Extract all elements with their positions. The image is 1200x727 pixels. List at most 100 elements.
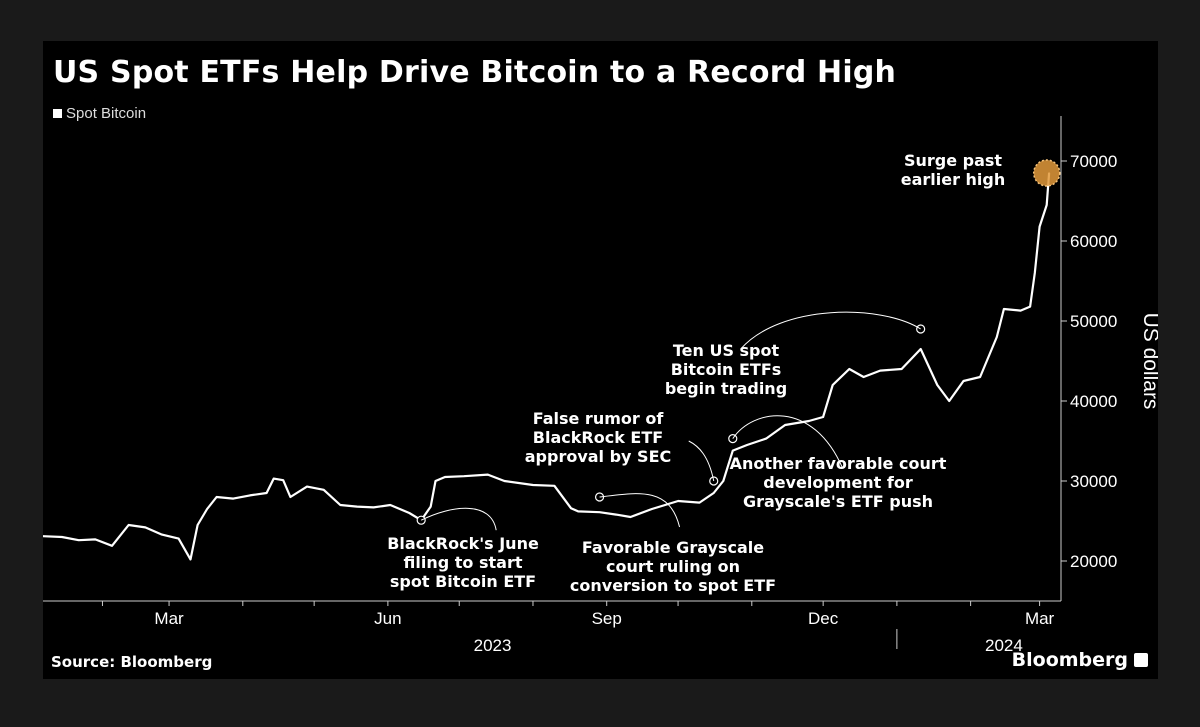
data-point — [144, 526, 147, 529]
annotation-label: False rumor of BlackRock ETF approval by S… — [525, 409, 672, 466]
data-point — [196, 524, 199, 526]
data-point — [339, 504, 342, 506]
annotation-line: filing to start — [404, 553, 523, 572]
data-point — [408, 512, 411, 514]
data-point — [215, 496, 218, 498]
annotation-line: Grayscale's ETF push — [743, 492, 933, 511]
data-point — [577, 510, 579, 513]
source-label: Source: Bloomberg — [51, 653, 213, 671]
highlight-marker — [1032, 159, 1061, 187]
data-point — [177, 537, 180, 540]
annotation-line: Favorable Grayscale — [582, 538, 764, 557]
annotation-line: False rumor of — [533, 409, 665, 428]
y-axis-title: US dollars — [1139, 313, 1158, 410]
annotation-line: spot Bitcoin ETF — [390, 572, 536, 591]
data-point — [189, 558, 192, 561]
annotation-line: court ruling on — [606, 557, 740, 576]
data-point — [629, 516, 632, 518]
legend-label: Spot Bitcoin — [66, 105, 147, 122]
y-tick-label: 70000 — [1070, 152, 1117, 171]
x-tick-label: Dec — [808, 609, 839, 628]
annotation-line: earlier high — [901, 170, 1006, 189]
data-point — [232, 497, 235, 500]
brand-logo: Bloomberg — [1012, 649, 1148, 671]
y-tick-label: 40000 — [1070, 392, 1117, 411]
x-tick-label: Jun — [374, 609, 401, 628]
data-point — [272, 477, 275, 480]
annotation-line: begin trading — [665, 379, 787, 398]
annotation-line: development for — [763, 473, 913, 492]
annotation-line: BlackRock ETF — [533, 428, 663, 447]
annotation-connector — [688, 440, 715, 482]
annotation-line: BlackRock's June — [387, 534, 539, 553]
axes: 20000 30000 40000 50000 60000 70000 US dollars… — [43, 116, 1158, 655]
brand-wordmark: Bloomberg — [1011, 649, 1128, 671]
y-tick-label: 50000 — [1070, 312, 1117, 331]
legend-swatch — [53, 109, 62, 118]
data-point — [765, 437, 767, 440]
data-point — [712, 492, 715, 494]
annotation-label: Another favorable court development for Gr… — [730, 454, 947, 511]
price-chart: 20000 30000 40000 50000 60000 70000 US dollars… — [43, 116, 1158, 655]
data-point — [1003, 308, 1005, 310]
data-point — [322, 489, 325, 491]
data-point — [249, 494, 251, 497]
annotation-connector — [420, 507, 497, 531]
year-label: 2023 — [474, 636, 512, 655]
annotations-layer: BlackRock's June filing to start spot Bitc… — [387, 151, 1061, 595]
data-point — [389, 504, 392, 506]
data-point — [831, 384, 834, 386]
data-point — [444, 476, 446, 478]
data-point — [77, 539, 80, 541]
data-point — [919, 348, 922, 350]
data-point — [503, 480, 506, 482]
data-point — [900, 368, 903, 370]
data-point — [698, 501, 701, 504]
legend: Spot Bitcoin — [53, 105, 146, 122]
data-point — [808, 420, 810, 422]
data-point — [161, 533, 163, 536]
data-point — [936, 384, 939, 386]
year-label: 2024 — [985, 636, 1023, 655]
annotation-label: Favorable Grayscale court ruling on conver… — [570, 538, 776, 595]
data-point — [282, 479, 285, 482]
data-point — [127, 524, 130, 526]
data-point — [434, 480, 437, 482]
annotation-line: Surge past — [904, 151, 1002, 170]
chart-title: US Spot ETFs Help Drive Bitcoin to a Rec… — [53, 55, 897, 90]
data-point — [1019, 309, 1022, 312]
data-point — [862, 376, 865, 378]
annotation-label: Ten US spot Bitcoin ETFs begin trading — [665, 341, 787, 398]
data-point — [532, 484, 534, 486]
data-point — [879, 369, 882, 372]
data-point — [722, 480, 725, 482]
data-point — [1038, 225, 1041, 228]
y-tick-label: 30000 — [1070, 472, 1117, 491]
data-point — [1034, 272, 1036, 274]
data-point — [94, 538, 97, 541]
data-point — [651, 508, 653, 510]
data-point — [677, 500, 679, 502]
data-point — [995, 336, 998, 338]
data-point — [265, 492, 268, 494]
data-point — [1029, 305, 1031, 308]
data-point — [746, 444, 748, 446]
annotation-label: BlackRock's June filing to start spot Bitc… — [387, 534, 539, 591]
annotation-line: Ten US spot — [673, 341, 780, 360]
annotation-line: conversion to spot ETF — [570, 576, 776, 595]
data-point — [615, 513, 618, 516]
annotation-line: Bitcoin ETFs — [671, 360, 782, 379]
data-point — [962, 380, 965, 382]
data-point — [429, 505, 432, 508]
data-point — [553, 485, 556, 487]
annotation-connector — [599, 493, 681, 528]
data-point — [61, 536, 63, 538]
data-point — [43, 535, 44, 537]
y-tick-label: 20000 — [1070, 552, 1117, 571]
data-point — [111, 545, 113, 547]
annotation-line: approval by SEC — [525, 447, 672, 466]
data-point — [598, 511, 601, 513]
x-tick-label: Sep — [592, 609, 622, 628]
data-point — [306, 485, 308, 488]
data-point — [289, 496, 292, 498]
